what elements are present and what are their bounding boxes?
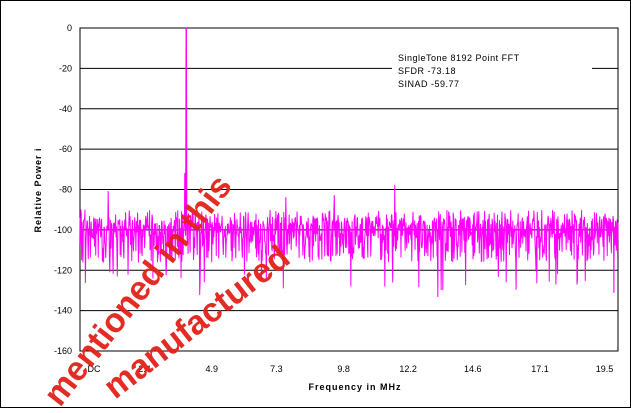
spectrum-line — [79, 27, 619, 297]
x-tick-label: 9.8 — [337, 364, 350, 374]
x-axis-title: Frequency in MHz — [308, 382, 401, 392]
annotation-box: SingleTone 8192 Point FFT SFDR -73.18 SI… — [392, 46, 592, 94]
y-axis-ticks: 0 -20 -40 -60 -80 -100 -120 -140 -160 — [54, 23, 72, 356]
x-tick-label: 4.9 — [206, 364, 219, 374]
y-tick-label: -120 — [54, 265, 72, 275]
annotation-sinad: SINAD -59.77 — [398, 79, 460, 89]
annotation-sfdr: SFDR -73.18 — [398, 66, 456, 76]
annotation-title: SingleTone 8192 Point FFT — [398, 53, 520, 63]
annotation-background — [392, 46, 592, 94]
x-tick-label: 2.4 — [138, 364, 151, 374]
y-tick-label: -160 — [54, 346, 72, 356]
y-tick-label: -20 — [59, 63, 72, 73]
y-tick-label: -100 — [54, 225, 72, 235]
x-tick-label: DC — [88, 364, 101, 374]
y-tick-label: -140 — [54, 306, 72, 316]
y-axis-title: Relative Power i — [33, 147, 43, 232]
y-tick-label: -40 — [59, 104, 72, 114]
x-tick-label: 7.3 — [270, 364, 283, 374]
x-axis-ticks: DC 2.4 4.9 7.3 9.8 12.2 14.6 17.1 19.5 — [88, 364, 614, 374]
y-tick-label: -60 — [59, 144, 72, 154]
x-tick-label: 12.2 — [399, 364, 417, 374]
y-tick-label: -80 — [59, 185, 72, 195]
x-tick-label: 14.6 — [464, 364, 482, 374]
x-tick-label: 17.1 — [531, 364, 549, 374]
x-tick-label: 19.5 — [596, 364, 614, 374]
y-tick-label: 0 — [67, 23, 72, 33]
